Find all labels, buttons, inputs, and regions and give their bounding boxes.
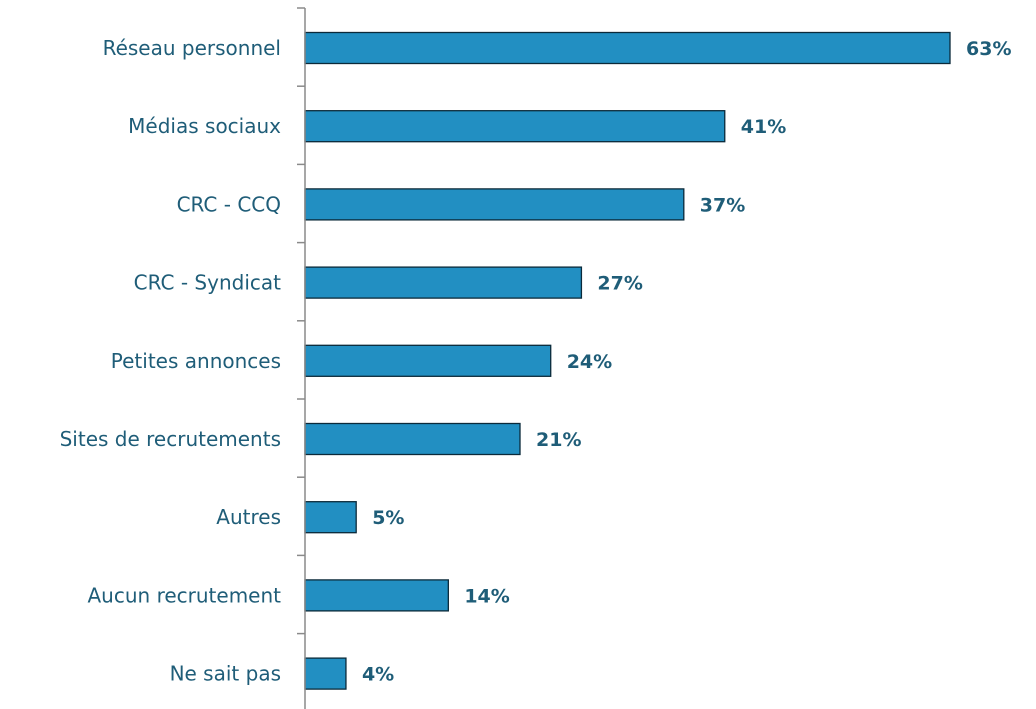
value-label: 63% (966, 38, 1011, 60)
value-label: 14% (464, 585, 509, 607)
y-axis (297, 7, 306, 709)
bar (304, 266, 583, 299)
category-label: CRC - Syndicat (134, 271, 281, 295)
category-label: Aucun recrutement (88, 583, 282, 607)
bar (304, 422, 521, 456)
bar (304, 657, 347, 690)
value-label: 41% (741, 116, 786, 138)
bar (304, 31, 951, 65)
bar (304, 188, 685, 221)
bars-layer (304, 31, 951, 690)
category-label: Réseau personnel (103, 36, 281, 60)
category-label: Médias sociaux (128, 114, 281, 138)
value-label: 21% (536, 429, 581, 451)
bar (304, 579, 449, 612)
category-label: Petites annonces (111, 349, 281, 373)
category-label: Sites de recrutements (60, 427, 281, 451)
category-label: Autres (216, 505, 281, 529)
value-label: 4% (362, 664, 394, 686)
bar (304, 110, 726, 143)
labels-layer: Réseau personnel 63% Médias sociaux 41% CRC … (60, 36, 1012, 686)
value-label: 37% (700, 194, 745, 216)
value-label: 27% (597, 273, 642, 295)
category-label: Ne sait pas (170, 662, 281, 686)
category-label: CRC - CCQ (177, 192, 281, 216)
bar (304, 501, 357, 534)
value-label: 5% (372, 507, 404, 529)
bar (304, 344, 552, 377)
value-label: 24% (567, 351, 612, 373)
